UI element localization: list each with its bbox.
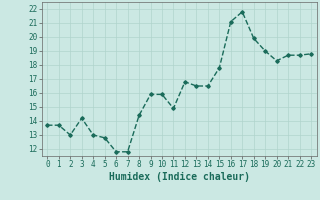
X-axis label: Humidex (Indice chaleur): Humidex (Indice chaleur) — [109, 172, 250, 182]
